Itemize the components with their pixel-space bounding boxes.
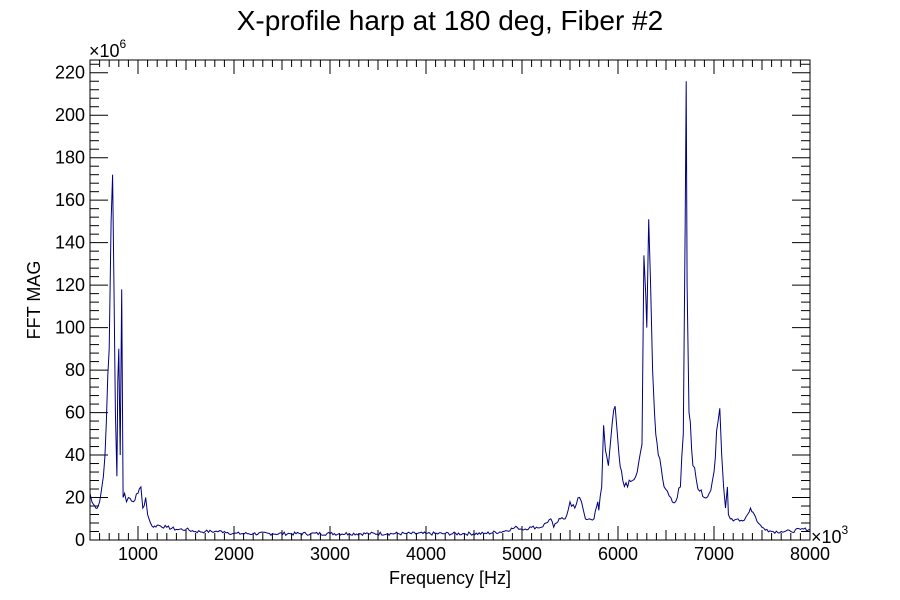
y-tick-label: 100 [55,318,85,338]
x-tick-label: 7000 [694,544,734,564]
x-tick-label: 4000 [406,544,446,564]
y-tick-label: 180 [55,148,85,168]
x-tick-label: 3000 [310,544,350,564]
y-tick-label: 200 [55,105,85,125]
y-multiplier-exp: 6 [120,37,127,51]
plot-frame [89,59,811,541]
y-tick-label: 80 [65,360,85,380]
y-tick-label: 220 [55,63,85,83]
y-tick-label: 40 [65,445,85,465]
y-axis-ticks: 0 20 40 60 80 100 120 140 160 180 200 220 [55,63,810,550]
series-line [89,81,811,537]
x-multiplier-exp: 3 [842,523,849,537]
x-tick-label: 2000 [214,544,254,564]
x-tick-label: 8000 [790,544,830,564]
x-tick-label: 5000 [502,544,542,564]
x-axis-ticks: 1000 2000 3000 4000 5000 6000 7000 8000 [89,60,830,564]
y-tick-label: 60 [65,403,85,423]
y-tick-label: 140 [55,233,85,253]
x-tick-label: 1000 [118,544,158,564]
y-axis-label: FFT MAG [24,261,44,340]
chart-title: X-profile harp at 180 deg, Fiber #2 [237,5,663,36]
y-tick-label: 160 [55,190,85,210]
y-multiplier: ×106 [89,37,127,61]
y-tick-label: 120 [55,275,85,295]
x-multiplier: ×103 [811,523,849,547]
y-multiplier-base: ×10 [89,41,120,61]
x-multiplier-base: ×10 [811,527,842,547]
x-tick-label: 6000 [598,544,638,564]
y-tick-label: 0 [75,530,85,550]
y-tick-label: 20 [65,488,85,508]
x-axis-label: Frequency [Hz] [389,568,511,588]
